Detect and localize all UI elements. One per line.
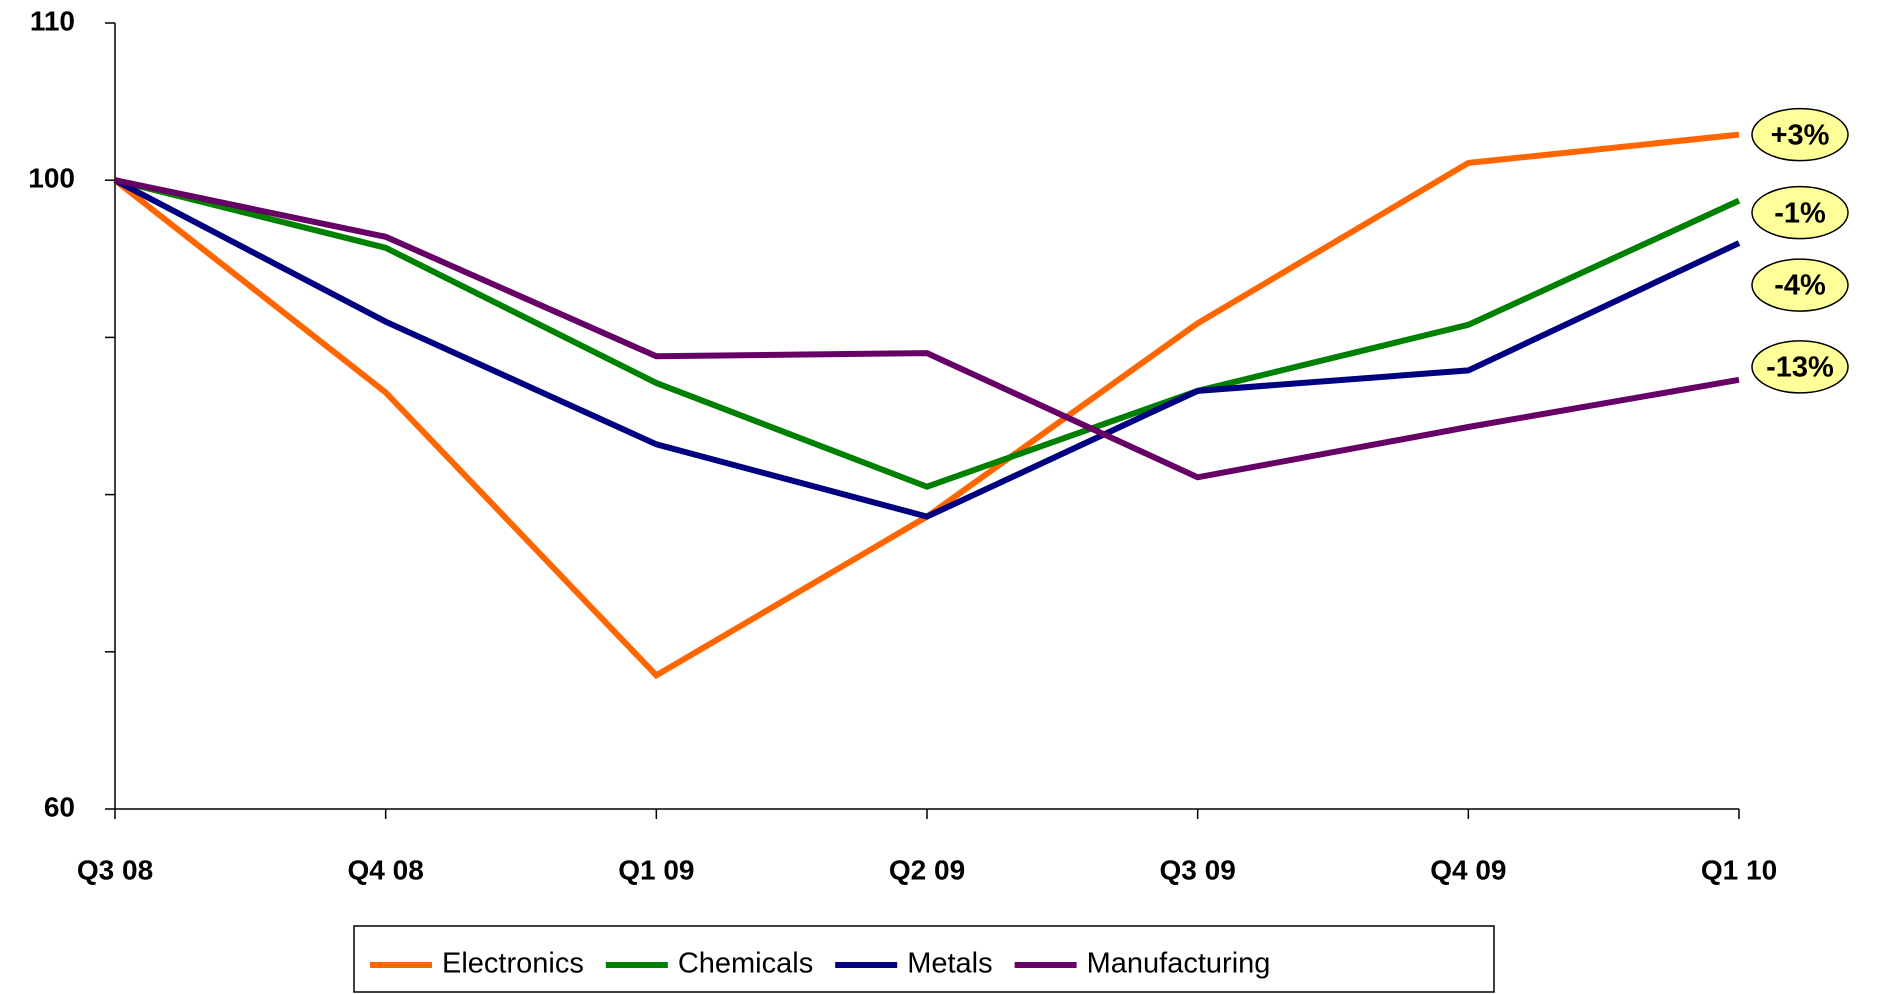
x-tick-label: Q4 09 [1430, 854, 1506, 885]
y-tick-label: 110 [30, 5, 75, 36]
end-label: -4% [1774, 270, 1826, 302]
legend-label: Electronics [442, 948, 584, 980]
x-tick-label: Q4 08 [348, 854, 424, 885]
legend-label: Chemicals [678, 948, 813, 980]
x-tick-label: Q1 09 [618, 854, 694, 885]
label-bubble [1751, 258, 1849, 312]
label-bubble [1751, 340, 1849, 394]
end-label: +3% [1771, 119, 1830, 151]
series-line [114, 177, 1740, 481]
legend-box [353, 925, 1495, 993]
end-label: -13% [1766, 352, 1834, 384]
series-line [113, 131, 1740, 680]
x-tick-label: Q2 09 [889, 854, 965, 885]
y-tick-label: 60 [44, 791, 75, 822]
x-tick-label: Q1 10 [1701, 854, 1777, 885]
series-line [114, 177, 1741, 490]
label-bubble [1751, 107, 1849, 162]
label-bubble [1751, 185, 1849, 240]
x-tick-label: Q3 09 [1160, 854, 1236, 885]
end-label: -1% [1774, 197, 1826, 229]
y-tick-label: 100 [28, 163, 75, 194]
series-line [113, 177, 1741, 520]
x-tick-label: Q3 08 [77, 854, 153, 885]
legend-label: Manufacturing [1087, 948, 1271, 980]
legend-label: Metals [907, 948, 992, 980]
